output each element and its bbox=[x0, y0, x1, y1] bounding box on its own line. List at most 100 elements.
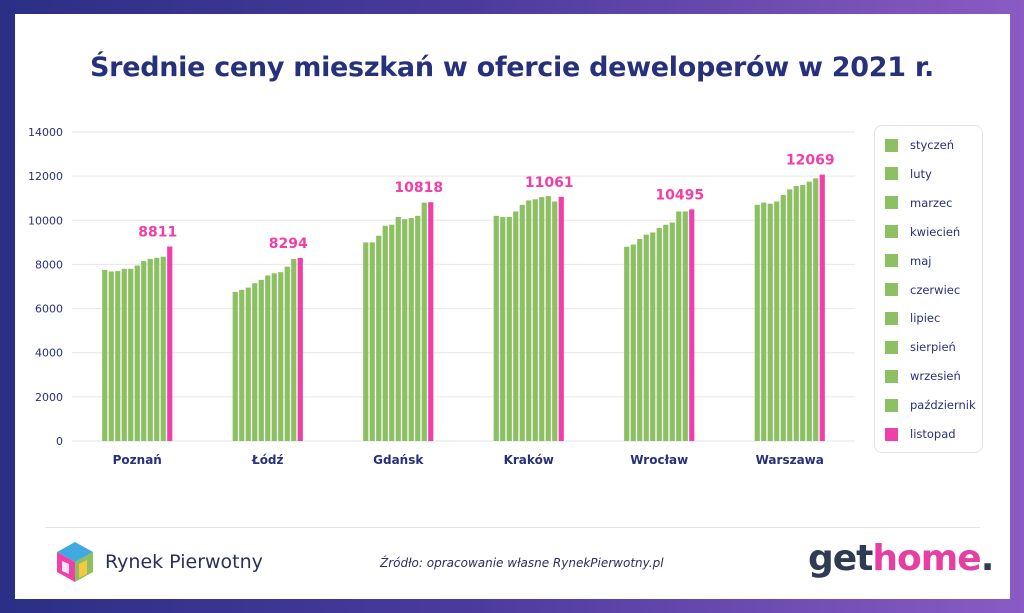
bar-month bbox=[232, 292, 238, 441]
bar-month bbox=[813, 178, 819, 441]
bar-listopad bbox=[558, 196, 564, 441]
gethome-logo-home: home bbox=[872, 538, 981, 579]
bar-month bbox=[780, 194, 786, 441]
y-tick-label: 6000 bbox=[35, 303, 63, 316]
bar-month bbox=[239, 289, 245, 441]
bar-month bbox=[141, 261, 147, 441]
bar-month bbox=[382, 225, 388, 441]
bar-month bbox=[402, 219, 408, 441]
data-label: 8811 bbox=[138, 225, 177, 241]
rynek-pierwotny-logo[interactable]: Rynek Pierwotny bbox=[53, 540, 263, 584]
legend-item: lipiec bbox=[885, 310, 940, 326]
legend-item: marzec bbox=[885, 195, 952, 211]
legend-item: kwiecień bbox=[885, 224, 960, 240]
bar-month bbox=[656, 228, 662, 441]
y-tick-label: 12000 bbox=[28, 170, 63, 183]
bar-month bbox=[539, 197, 545, 441]
chart-title: Średnie ceny mieszkań w ofercie dewelope… bbox=[90, 52, 934, 83]
bar-month bbox=[800, 184, 806, 441]
bar-month bbox=[415, 215, 421, 441]
legend-label: maj bbox=[910, 253, 932, 268]
legend-swatch bbox=[885, 254, 898, 268]
bar-listopad bbox=[297, 257, 303, 441]
bar-month bbox=[363, 242, 369, 441]
legend-label: wrzesień bbox=[910, 369, 961, 384]
legend-swatch bbox=[885, 427, 898, 441]
legend-swatch bbox=[885, 138, 898, 152]
bar-month bbox=[806, 181, 812, 442]
bar-month bbox=[395, 216, 401, 441]
data-label: 8294 bbox=[269, 236, 308, 252]
legend-label: październik bbox=[910, 398, 976, 413]
y-tick-label: 8000 bbox=[35, 258, 63, 271]
bar-month bbox=[650, 232, 656, 441]
legend-swatch bbox=[885, 369, 898, 383]
bar-month bbox=[669, 222, 675, 441]
bar-month bbox=[493, 215, 499, 441]
source-note: Źródło: opracowanie własne RynekPierwotn… bbox=[380, 556, 664, 570]
bar-month bbox=[115, 271, 121, 441]
bar-listopad bbox=[167, 246, 173, 441]
bar-month bbox=[526, 200, 532, 441]
legend-item: maj bbox=[885, 253, 931, 269]
bar-month bbox=[160, 256, 166, 441]
bar-month bbox=[500, 216, 506, 441]
bar-month bbox=[774, 201, 780, 441]
bar-month bbox=[134, 265, 140, 441]
bar-month bbox=[637, 239, 643, 441]
data-label: 10818 bbox=[394, 180, 443, 196]
data-label: 12069 bbox=[786, 153, 835, 169]
bar-month bbox=[519, 204, 525, 441]
bar-month bbox=[754, 204, 760, 441]
bar-month bbox=[108, 271, 114, 441]
bar-month bbox=[121, 268, 127, 441]
data-label: 10495 bbox=[655, 187, 704, 203]
bar-month bbox=[258, 279, 264, 441]
gethome-logo[interactable]: gethome. bbox=[808, 538, 995, 579]
y-tick-label: 4000 bbox=[35, 347, 63, 360]
legend-item: czerwiec bbox=[885, 282, 960, 298]
bar-month bbox=[265, 275, 271, 441]
bar-month bbox=[506, 216, 512, 441]
legend-item: sierpień bbox=[885, 339, 956, 355]
legend-item: październik bbox=[885, 397, 976, 413]
bar-month bbox=[284, 266, 290, 441]
chart-legend: styczeń luty marzec kwiecień maj czerwiec lipi… bbox=[874, 125, 983, 453]
bar-listopad bbox=[428, 202, 434, 441]
legend-label: czerwiec bbox=[910, 282, 961, 297]
bar-month bbox=[793, 186, 799, 441]
data-label: 11061 bbox=[525, 175, 574, 191]
legend-label: lipiec bbox=[910, 311, 941, 326]
y-tick-label: 0 bbox=[56, 435, 63, 448]
bar-month bbox=[278, 272, 284, 441]
legend-item: wrzesień bbox=[885, 368, 961, 384]
legend-label: listopad bbox=[910, 427, 956, 441]
bar-month bbox=[369, 242, 375, 441]
bar-listopad bbox=[819, 174, 825, 441]
x-tick-label: Warszawa bbox=[756, 453, 824, 467]
bar-month bbox=[682, 211, 688, 441]
x-tick-label: Wrocław bbox=[630, 453, 688, 467]
x-tick-label: Kraków bbox=[504, 453, 554, 467]
legend-item: styczeń bbox=[885, 137, 954, 153]
bar-month bbox=[291, 258, 297, 441]
bar-month bbox=[408, 218, 414, 441]
bar-month bbox=[532, 199, 538, 441]
chart-card bbox=[15, 14, 1010, 599]
bar-month bbox=[154, 257, 160, 441]
x-tick-label: Poznań bbox=[113, 453, 162, 467]
legend-item: luty bbox=[885, 166, 932, 182]
bar-month bbox=[643, 234, 649, 441]
y-tick-label: 14000 bbox=[28, 126, 63, 139]
bar-month bbox=[252, 283, 258, 441]
legend-swatch bbox=[885, 340, 898, 354]
bar-month bbox=[767, 203, 773, 441]
legend-item: listopad bbox=[885, 426, 956, 442]
gethome-logo-get: get bbox=[808, 538, 873, 579]
legend-swatch bbox=[885, 225, 898, 239]
bar-month bbox=[624, 246, 630, 441]
legend-swatch bbox=[885, 196, 898, 210]
gethome-logo-dot: . bbox=[980, 538, 995, 579]
legend-label: styczeń bbox=[910, 138, 955, 152]
